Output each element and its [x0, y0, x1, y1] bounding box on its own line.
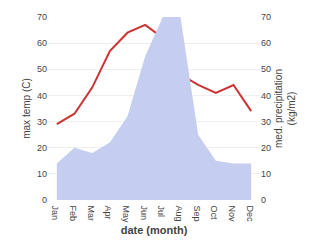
svg-text:60: 60 — [261, 38, 271, 48]
svg-text:date (month): date (month) — [121, 224, 188, 236]
svg-text:20: 20 — [37, 143, 47, 153]
svg-text:Dec: Dec — [245, 206, 255, 223]
svg-text:Jan: Jan — [50, 206, 60, 221]
svg-text:40: 40 — [37, 91, 47, 101]
svg-text:70: 70 — [37, 12, 47, 22]
svg-text:Jul: Jul — [156, 206, 166, 218]
svg-text:Feb: Feb — [68, 206, 78, 222]
svg-text:0: 0 — [261, 195, 266, 205]
svg-text:May: May — [121, 206, 131, 224]
svg-text:Oct: Oct — [209, 206, 219, 221]
svg-text:med. precipitation(kg/m2): med. precipitation(kg/m2) — [273, 69, 297, 148]
svg-text:Jun: Jun — [139, 206, 149, 221]
svg-text:max temp (C): max temp (C) — [21, 78, 32, 139]
svg-text:Nov: Nov — [227, 206, 237, 223]
svg-text:50: 50 — [261, 64, 271, 74]
svg-text:30: 30 — [37, 117, 47, 127]
svg-text:Aug: Aug — [174, 206, 184, 222]
svg-text:10: 10 — [261, 169, 271, 179]
svg-text:0: 0 — [42, 195, 47, 205]
svg-text:10: 10 — [37, 169, 47, 179]
svg-text:70: 70 — [261, 12, 271, 22]
svg-text:50: 50 — [37, 64, 47, 74]
svg-text:Sep: Sep — [192, 206, 202, 222]
svg-text:40: 40 — [261, 91, 271, 101]
svg-text:Apr: Apr — [103, 206, 113, 220]
svg-text:20: 20 — [261, 143, 271, 153]
svg-text:30: 30 — [261, 117, 271, 127]
svg-text:60: 60 — [37, 38, 47, 48]
svg-text:Mar: Mar — [86, 206, 96, 222]
